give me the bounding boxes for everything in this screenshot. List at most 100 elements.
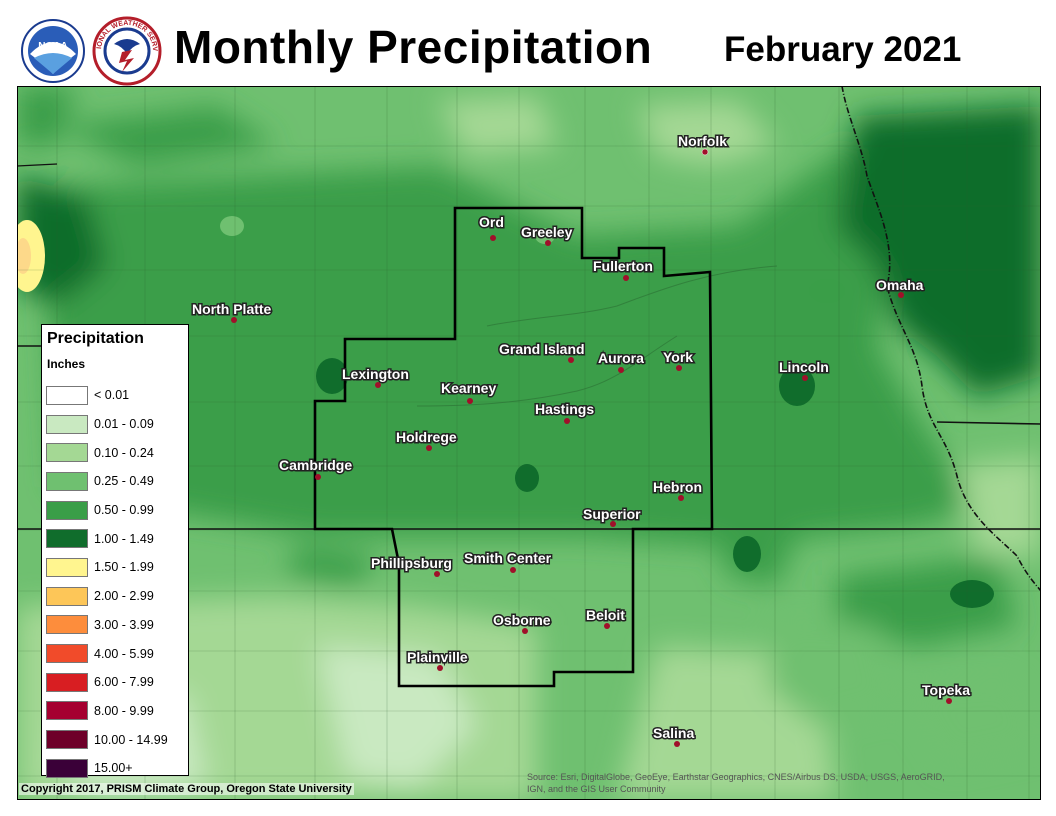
legend-label: 0.50 - 0.99 — [94, 503, 154, 518]
svg-text:Beloit: Beloit — [586, 607, 625, 623]
city-north-platte: North Platte — [191, 300, 273, 323]
city-greeley: Greeley — [520, 223, 574, 246]
city-salina: Salina — [652, 724, 696, 747]
svg-text:Aurora: Aurora — [598, 350, 644, 366]
legend-label: 3.00 - 3.99 — [94, 617, 154, 632]
city-holdrege: Holdrege — [395, 428, 458, 451]
city-hebron: Hebron — [652, 478, 704, 501]
city-beloit: Beloit — [585, 606, 627, 629]
city-markers: Norfolk Ord Greeley Fullerton Omaha Nort… — [191, 132, 972, 747]
legend-item: 0.25 - 0.49 — [46, 467, 168, 496]
noaa-logo: NOAA — [21, 19, 85, 83]
svg-text:Greeley: Greeley — [521, 224, 573, 240]
svg-text:Lincoln: Lincoln — [779, 359, 829, 375]
map-title: Monthly Precipitation — [174, 21, 653, 73]
legend-swatch — [46, 500, 88, 520]
legend-swatch — [46, 586, 88, 606]
legend-label: 1.50 - 1.99 — [94, 560, 154, 575]
legend-item: 6.00 - 7.99 — [46, 668, 168, 697]
city-aurora: Aurora — [597, 349, 646, 373]
legend-item: 4.00 - 5.99 — [46, 639, 168, 668]
legend-swatch — [46, 615, 88, 635]
svg-text:Hebron: Hebron — [653, 479, 702, 495]
svg-text:Plainville: Plainville — [407, 649, 468, 665]
legend-item: 1.50 - 1.99 — [46, 553, 168, 582]
city-phillipsburg: Phillipsburg — [370, 554, 453, 577]
city-lexington: Lexington — [341, 365, 410, 388]
svg-text:Hastings: Hastings — [535, 401, 594, 417]
legend-label: < 0.01 — [94, 388, 130, 403]
nws-logo: NATIONAL WEATHER SERVICE — [92, 16, 162, 86]
city-lincoln: Lincoln — [778, 358, 830, 381]
copyright: Copyright 2017, PRISM Climate Group, Ore… — [19, 783, 354, 795]
source-line-1: Source: Esri, DigitalGlobe, GeoEye, Eart… — [527, 772, 945, 782]
legend-label: 1.00 - 1.49 — [94, 531, 154, 546]
legend-units: Inches — [47, 357, 86, 371]
legend-item: 0.01 - 0.09 — [46, 410, 168, 439]
svg-text:Salina: Salina — [653, 725, 694, 741]
svg-text:Superior: Superior — [583, 506, 641, 522]
svg-text:Smith Center: Smith Center — [464, 550, 552, 566]
city-kearney: Kearney — [440, 379, 498, 404]
svg-text:York: York — [663, 349, 693, 365]
legend-item: 8.00 - 9.99 — [46, 697, 168, 726]
city-fullerton: Fullerton — [592, 257, 654, 281]
city-plainville: Plainville — [406, 648, 469, 671]
legend-swatch — [46, 529, 88, 549]
svg-text:Kearney: Kearney — [441, 380, 496, 396]
legend-swatch — [46, 443, 88, 463]
legend-swatch — [46, 758, 88, 778]
city-omaha: Omaha — [875, 276, 925, 298]
legend-item: 2.00 - 2.99 — [46, 582, 168, 611]
svg-text:Ord: Ord — [479, 214, 504, 230]
legend-label: 10.00 - 14.99 — [94, 732, 168, 747]
svg-text:NOAA: NOAA — [38, 41, 67, 52]
city-topeka: Topeka — [921, 681, 972, 704]
city-ord: Ord — [478, 213, 505, 241]
legend-swatch — [46, 644, 88, 664]
legend-label: 6.00 - 7.99 — [94, 675, 154, 690]
city-grand-island: Grand Island — [498, 340, 586, 363]
header: NOAA NATIONAL WEATHER SERVICE Monthly Pr… — [0, 0, 1056, 86]
legend-label: 0.01 - 0.09 — [94, 417, 154, 432]
svg-text:Phillipsburg: Phillipsburg — [371, 555, 452, 571]
legend-rows: < 0.01 0.01 - 0.09 0.10 - 0.24 0.25 - 0.49 0… — [46, 381, 168, 783]
legend-item: 0.50 - 0.99 — [46, 496, 168, 525]
svg-text:Norfolk: Norfolk — [678, 133, 727, 149]
legend-item: 0.10 - 0.24 — [46, 438, 168, 467]
legend-item: 15.00+ — [46, 754, 168, 783]
legend-title: Precipitation — [47, 330, 144, 347]
svg-text:Holdrege: Holdrege — [396, 429, 457, 445]
legend-label: 4.00 - 5.99 — [94, 646, 154, 661]
city-york: York — [662, 348, 695, 371]
city-superior: Superior — [582, 505, 643, 527]
svg-text:Topeka: Topeka — [922, 682, 970, 698]
city-hastings: Hastings — [534, 400, 596, 424]
legend-item: 10.00 - 14.99 — [46, 725, 168, 754]
svg-text:Lexington: Lexington — [342, 366, 409, 382]
map-date: February 2021 — [724, 30, 962, 69]
svg-text:Osborne: Osborne — [493, 612, 551, 628]
legend-swatch — [46, 701, 88, 721]
legend: Precipitation Inches < 0.01 0.01 - 0.09 0.… — [41, 324, 189, 778]
legend-label: 0.25 - 0.49 — [94, 474, 154, 489]
legend-item: 3.00 - 3.99 — [46, 611, 168, 640]
legend-item: 1.00 - 1.49 — [46, 524, 168, 553]
svg-text:Grand Island: Grand Island — [499, 341, 585, 357]
legend-label: 15.00+ — [94, 761, 133, 776]
svg-text:Cambridge: Cambridge — [279, 457, 352, 473]
legend-item: < 0.01 — [46, 381, 168, 410]
legend-swatch — [46, 471, 88, 491]
city-osborne: Osborne — [492, 611, 552, 634]
city-smith-center: Smith Center — [463, 549, 553, 573]
city-norfolk: Norfolk — [677, 132, 729, 156]
svg-text:North Platte: North Platte — [192, 301, 272, 317]
city-cambridge: Cambridge — [278, 456, 354, 480]
legend-swatch — [46, 672, 88, 692]
legend-swatch — [46, 414, 88, 434]
legend-label: 8.00 - 9.99 — [94, 703, 154, 718]
legend-swatch — [46, 730, 88, 750]
source-credit: Source: Esri, DigitalGlobe, GeoEye, Eart… — [527, 771, 1027, 795]
svg-text:Omaha: Omaha — [876, 277, 924, 293]
legend-label: 2.00 - 2.99 — [94, 589, 154, 604]
